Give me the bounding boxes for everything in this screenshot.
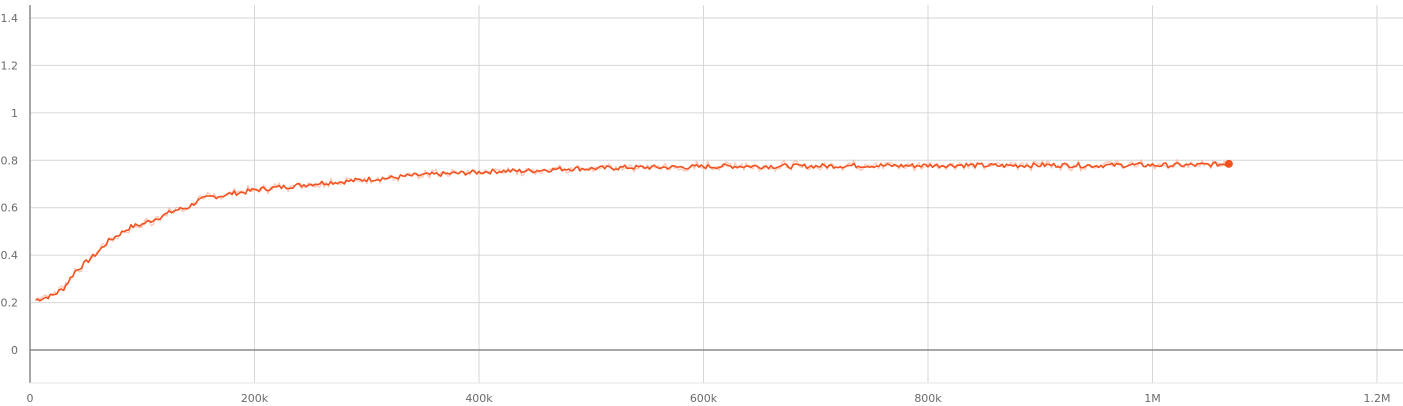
y-tick-label: 0.6 xyxy=(1,202,19,215)
x-tick-label: 1.2M xyxy=(1364,392,1391,405)
y-tick-label: 1 xyxy=(11,107,18,120)
axes xyxy=(29,5,1403,384)
y-tick-label: 0 xyxy=(11,344,18,357)
x-tick-label: 400k xyxy=(465,392,493,405)
series-end-marker xyxy=(1224,159,1233,168)
x-tick-label: 600k xyxy=(690,392,718,405)
y-tick-label: 0.2 xyxy=(1,297,19,310)
x-tick-label: 800k xyxy=(914,392,942,405)
series-line xyxy=(35,161,1230,302)
y-tick-label: 1.4 xyxy=(1,12,19,25)
y-tick-label: 0.4 xyxy=(1,249,19,262)
x-tick-label: 1M xyxy=(1144,392,1161,405)
x-tick-label: 200k xyxy=(241,392,269,405)
series-layer xyxy=(35,158,1233,302)
series-raw-line xyxy=(35,158,1230,300)
x-tick-label: 0 xyxy=(27,392,34,405)
y-tick-label: 1.2 xyxy=(1,59,19,72)
y-tick-label: 0.8 xyxy=(1,154,19,167)
tick-labels: 0 0.2 0.4 0.6 0.8 1 1.2 1.4 0 200k 400k 600k 800k 1M 1… xyxy=(1,12,1391,405)
grid xyxy=(30,5,1403,383)
